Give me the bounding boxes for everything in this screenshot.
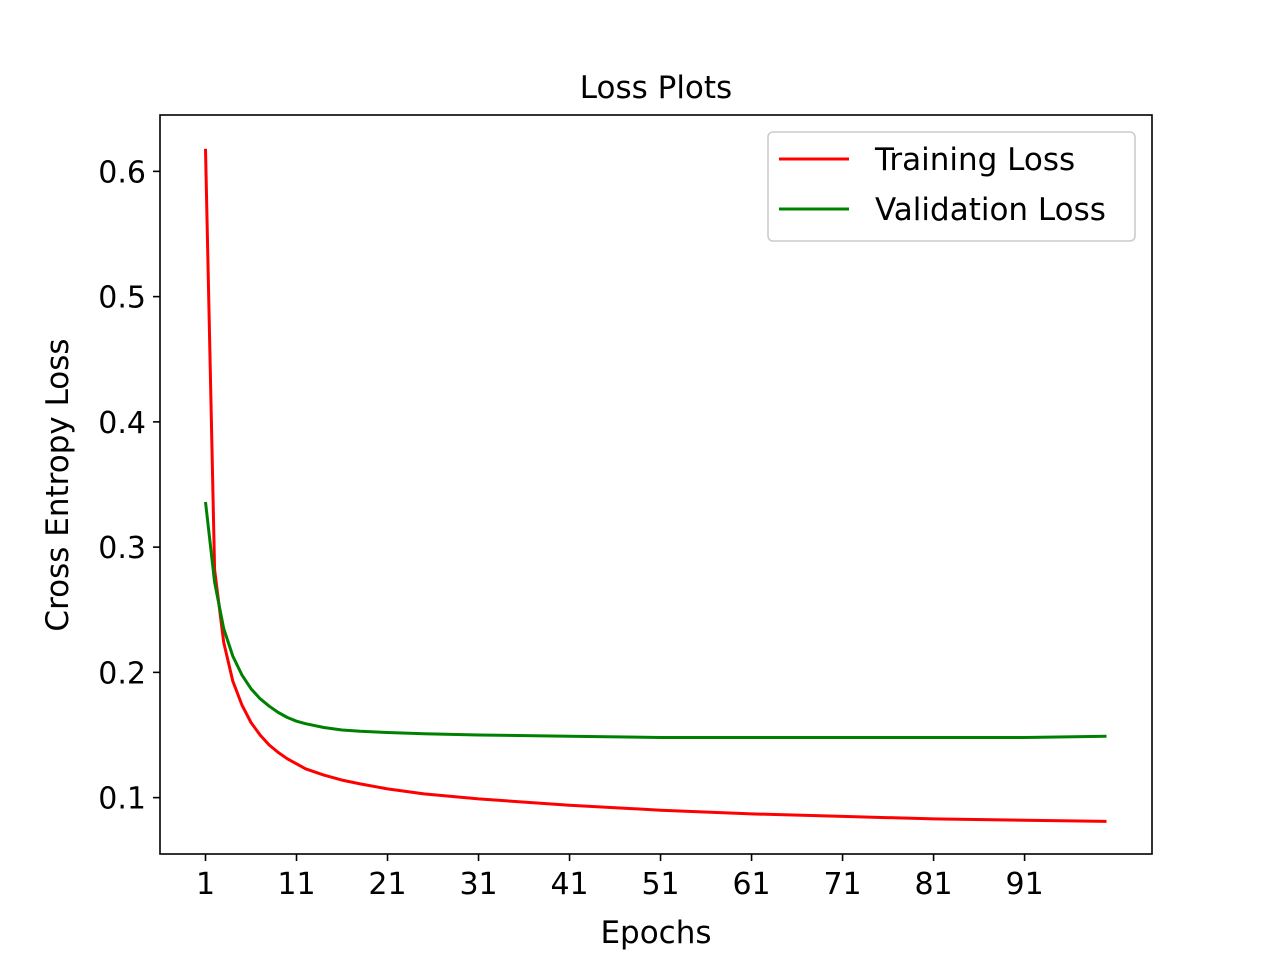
x-tick-label: 61	[732, 867, 770, 902]
series-line-training-loss	[204, 148, 1107, 823]
y-tick-label: 0.4	[98, 406, 146, 441]
y-tick-label: 0.1	[98, 782, 146, 817]
axis-ticks: 1 11 21 31 41 51 61 71 81 910.10.20.30.40.50.6	[98, 155, 1043, 902]
y-axis-label: Cross Entropy Loss	[40, 338, 76, 631]
y-tick-label: 0.5	[98, 281, 146, 316]
chart-title: Loss Plots	[580, 70, 732, 106]
series-lines	[204, 148, 1107, 823]
legend-box	[767, 131, 1136, 242]
x-tick-label: 11	[277, 867, 315, 902]
x-tick-label: 1	[196, 867, 215, 902]
legend-label-validation-loss: Validation Loss	[875, 192, 1106, 228]
y-tick-label: 0.3	[98, 531, 146, 566]
x-tick-label: 71	[823, 867, 861, 902]
x-axis-label: Epochs	[600, 915, 711, 951]
x-tick-label: 51	[641, 867, 679, 902]
y-tick-label: 0.2	[98, 656, 146, 691]
legend-label-training-loss: Training Loss	[874, 142, 1075, 178]
plot-frame	[159, 114, 1153, 855]
legend: Training Loss Validation Loss	[767, 131, 1136, 242]
x-tick-label: 91	[1005, 867, 1043, 902]
series-line-validation-loss	[204, 501, 1107, 739]
y-tick-label: 0.6	[98, 155, 146, 190]
x-tick-label: 21	[368, 867, 406, 902]
x-tick-label: 81	[914, 867, 952, 902]
x-tick-label: 31	[459, 867, 497, 902]
x-tick-label: 41	[550, 867, 588, 902]
